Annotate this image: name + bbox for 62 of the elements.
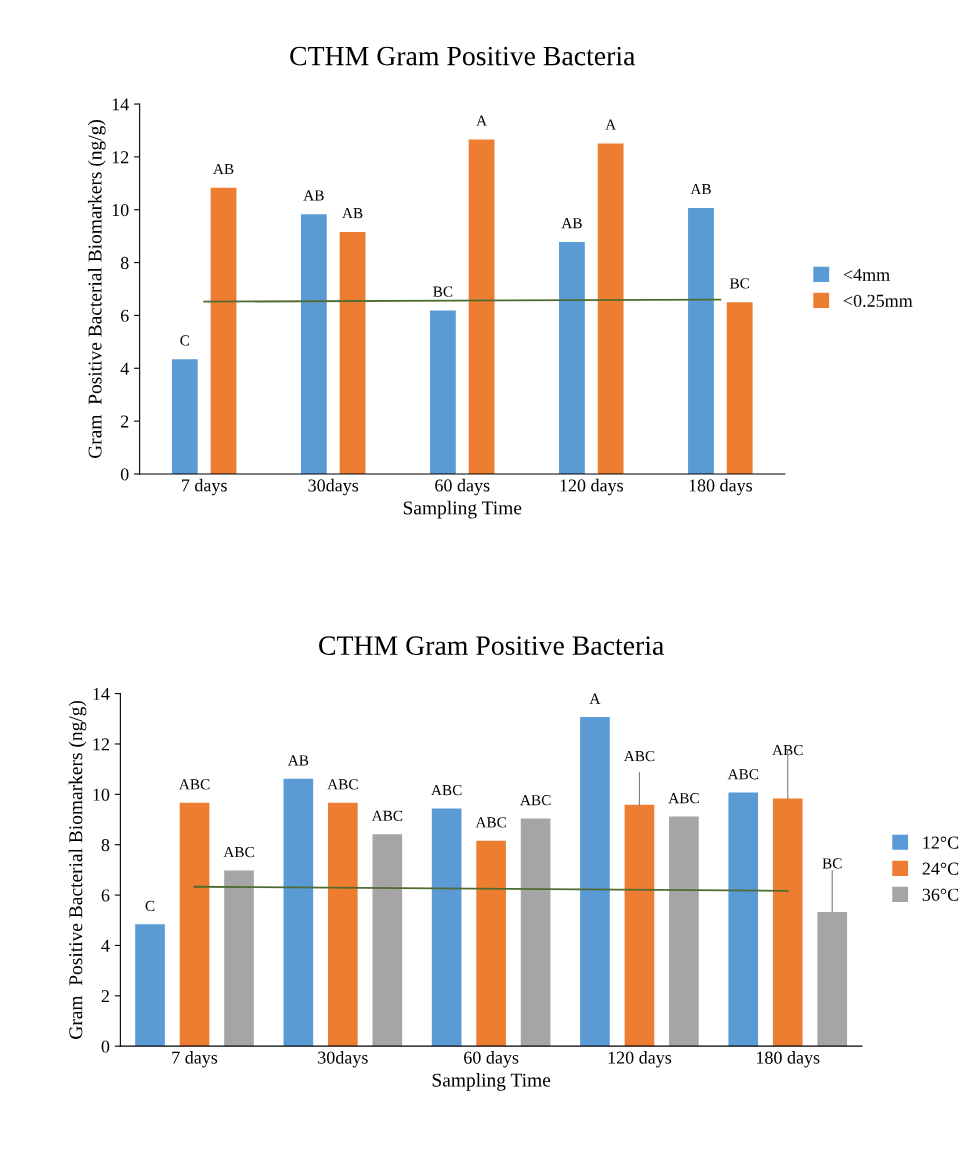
data-label: AB	[213, 163, 234, 175]
y-tick-label: 10	[93, 788, 110, 801]
data-label: BC	[433, 286, 453, 297]
x-tick-label: 30days	[308, 478, 359, 496]
x-tick-label: 30days	[318, 1051, 368, 1068]
legend-label: 24°C	[922, 862, 959, 875]
legend-label: 36°C	[922, 888, 959, 901]
data-label: AB	[287, 755, 309, 766]
y-tick-label: 6	[120, 309, 129, 322]
y-tick-label: 12	[112, 151, 129, 164]
data-label: BC	[822, 858, 842, 869]
data-label: ABC	[327, 779, 358, 790]
data-label: ABC	[772, 744, 803, 756]
y-tick-label: 8	[120, 256, 129, 270]
data-label: AB	[342, 208, 363, 219]
y-tick-label: 8	[101, 838, 110, 852]
x-tick-label: 120 days	[608, 1051, 672, 1068]
y-tick-label: 12	[93, 738, 109, 751]
x-tick-label: 180 days	[689, 478, 753, 496]
x-tick-label: 7 days	[172, 1051, 218, 1068]
x-tick-label: 60 days	[464, 1051, 519, 1068]
y-tick-label: 4	[120, 362, 129, 375]
data-label: ABC	[178, 779, 210, 790]
data-label: BC	[729, 278, 750, 289]
data-label: ABC	[727, 769, 759, 780]
y-tick-label: 4	[101, 939, 110, 952]
data-label: ABC	[223, 846, 254, 858]
chart-title: CTHM Gram Positive Bacteria	[290, 46, 636, 66]
data-label: A	[589, 693, 601, 704]
y-tick-label: 14	[93, 687, 110, 700]
data-label: ABC	[623, 751, 655, 762]
legend-label: <4mm	[843, 268, 890, 281]
data-label: A	[605, 119, 617, 130]
y-tick-label: 6	[101, 889, 110, 902]
x-axis-title: Sampling Time	[432, 1073, 551, 1091]
y-tick-label: 2	[101, 990, 109, 1003]
data-label: ABC	[520, 795, 551, 806]
data-label: AB	[303, 190, 324, 201]
data-label: ABC	[371, 810, 403, 821]
y-axis-title: Gram Positive Bacterial Biomarkers (ng/g)	[87, 120, 106, 459]
y-tick-label: 0	[101, 1040, 110, 1053]
data-label: AB	[561, 218, 582, 229]
data-label: C	[180, 335, 190, 346]
y-tick-label: 2	[120, 415, 129, 428]
legend-label: <0.25mm	[843, 294, 913, 307]
y-tick-label: 10	[112, 203, 129, 217]
data-label: C	[145, 900, 155, 912]
x-tick-label: 120 days	[560, 478, 623, 496]
data-label: ABC	[668, 793, 699, 804]
data-label: ABC	[475, 817, 506, 828]
legend-label: 12°C	[923, 836, 959, 849]
data-label: AB	[690, 183, 711, 195]
y-tick-label: 14	[112, 98, 129, 111]
y-axis-title: Gram Positive Bacterial Biomarkers (ng/g)	[68, 700, 87, 1039]
x-axis-title: Sampling Time	[403, 500, 522, 519]
chart-title: CTHM Gram Positive Bacteria	[319, 636, 664, 655]
y-tick-label: 0	[120, 468, 129, 481]
x-tick-label: 7 days	[182, 478, 227, 496]
data-label: ABC	[431, 785, 462, 796]
x-tick-label: 60 days	[435, 478, 490, 496]
data-label: A	[476, 115, 487, 126]
x-tick-label: 180 days	[756, 1051, 820, 1068]
